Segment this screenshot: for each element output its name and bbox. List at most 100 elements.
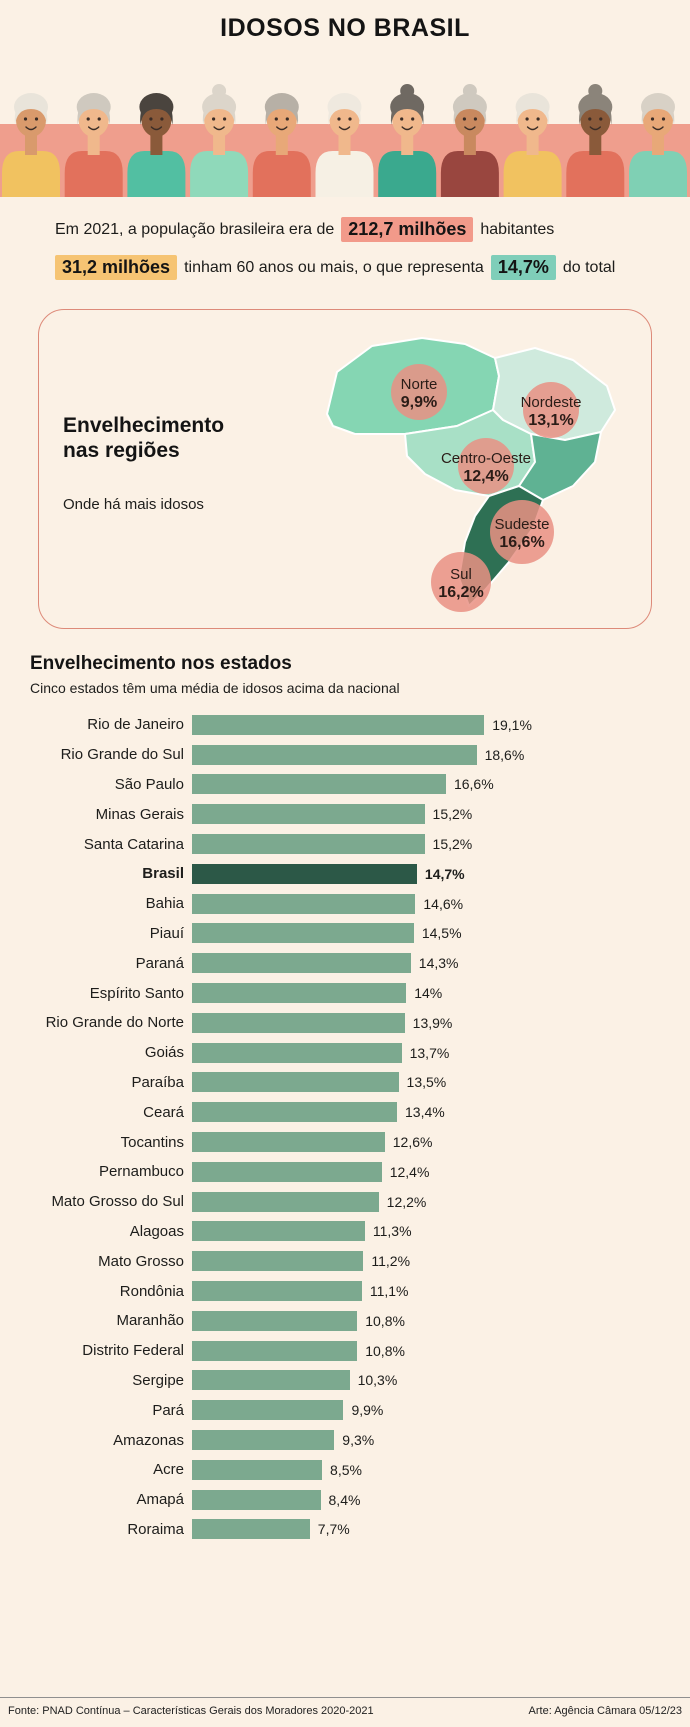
state-value: 15,2% [432, 806, 473, 823]
state-label: Mato Grosso [98, 1252, 184, 1270]
state-value: 9,3% [342, 1432, 375, 1449]
state-value: 14% [414, 985, 443, 1002]
state-bar [192, 1519, 310, 1540]
state-label: Paraná [135, 954, 184, 972]
region-name: Centro-Oeste [441, 450, 531, 467]
person-figure [252, 93, 311, 197]
state-label: Rio Grande do Norte [45, 1014, 184, 1032]
state-label: Rio de Janeiro [87, 716, 184, 734]
region-name: Nordeste [521, 394, 582, 411]
state-label: Ceará [143, 1103, 184, 1121]
state-bar [192, 1161, 382, 1182]
state-value: 14,6% [423, 895, 464, 912]
bar-row: Mato Grosso 11,2% [0, 1246, 690, 1276]
person-figure [629, 93, 687, 197]
state-bar [192, 1489, 321, 1510]
bar-row: Alagoas 11,3% [0, 1217, 690, 1247]
regions-title-line1: Envelhecimento [63, 414, 225, 437]
state-bar [192, 1400, 344, 1421]
state-label: Distrito Federal [82, 1342, 184, 1360]
person-figure [2, 93, 60, 197]
state-value: 16,6% [453, 776, 494, 793]
state-bar [192, 744, 477, 765]
elderly-count-highlight: 31,2 milhões [55, 255, 178, 280]
bar-row: Rio Grande do Norte 13,9% [0, 1008, 690, 1038]
state-bar [192, 1459, 323, 1480]
source-text: Fonte: PNAD Contínua – Características G… [8, 1705, 374, 1717]
states-bar-chart: Rio de Janeiro 19,1% Rio Grande do Sul 18,6… [0, 710, 690, 1544]
bar-row: Tocantins 12,6% [0, 1127, 690, 1157]
state-value: 14,5% [421, 925, 462, 942]
state-label: Rio Grande do Sul [60, 746, 184, 764]
state-label: Piauí [149, 924, 184, 942]
credit-text: Arte: Agência Câmara 05/12/23 [528, 1705, 682, 1717]
page-title: IDOSOS NO BRASIL [220, 14, 470, 42]
intro-line2-mid: tinham 60 anos ou mais, o que representa [184, 258, 484, 276]
person-figure [440, 84, 499, 197]
state-value: 9,9% [351, 1402, 384, 1419]
state-label: São Paulo [114, 775, 184, 793]
state-bar [192, 1221, 365, 1242]
state-value: 12,2% [386, 1193, 427, 1210]
state-bar [192, 1102, 398, 1123]
state-value: 10,3% [357, 1372, 398, 1389]
region-name: Sul [450, 566, 472, 583]
regions-box: Envelhecimento nas regiões Onde há mais … [38, 309, 652, 629]
state-bar [192, 804, 425, 825]
state-label: Pernambuco [98, 1163, 184, 1181]
region-name: Sudeste [494, 516, 549, 533]
state-label: Sergipe [132, 1371, 184, 1389]
state-value: 10,8% [365, 1312, 405, 1329]
state-bar [192, 1132, 385, 1153]
state-label: Mato Grosso do Sul [51, 1193, 184, 1211]
state-value: 13,4% [405, 1104, 445, 1121]
state-value: 13,7% [409, 1044, 450, 1061]
state-label: Tocantins [120, 1133, 184, 1151]
state-bar [192, 1370, 350, 1391]
state-label: Amapá [136, 1491, 184, 1509]
bar-row: Pernambuco 12,4% [0, 1157, 690, 1187]
state-bar [192, 714, 485, 735]
bar-row: Mato Grosso do Sul 12,2% [0, 1187, 690, 1217]
bar-row: Paraíba 13,5% [0, 1068, 690, 1098]
bar-row: Santa Catarina 15,2% [0, 829, 690, 859]
population-total-highlight: 212,7 milhões [341, 217, 474, 242]
state-value: 12,4% [389, 1163, 430, 1180]
state-bar [192, 1042, 402, 1063]
state-value: 19,1% [492, 716, 532, 733]
bar-row: São Paulo 16,6% [0, 770, 690, 800]
state-label: Alagoas [129, 1222, 184, 1240]
state-label: Amazonas [113, 1431, 184, 1449]
state-label: Santa Catarina [83, 835, 184, 853]
state-value: 11,1% [369, 1283, 409, 1300]
bar-row: Sergipe 10,3% [0, 1366, 690, 1396]
state-label: Acre [153, 1461, 184, 1479]
bar-row: Ceará 13,4% [0, 1097, 690, 1127]
state-bar [192, 1072, 399, 1093]
state-bar [192, 983, 407, 1004]
region-value: 16,6% [499, 534, 544, 551]
state-value: 14,7% [424, 865, 465, 882]
state-value: 12,6% [392, 1134, 433, 1151]
bar-row: Acre 8,5% [0, 1455, 690, 1485]
state-label: Goiás [144, 1044, 184, 1062]
bar-row: Pará 9,9% [0, 1395, 690, 1425]
bar-row: Brasil 14,7% [0, 859, 690, 889]
state-value: 18,6% [484, 746, 525, 763]
region-value: 13,1% [528, 412, 573, 429]
bar-row: Maranhão 10,8% [0, 1306, 690, 1336]
bar-row: Espírito Santo 14% [0, 978, 690, 1008]
bar-row: Piauí 14,5% [0, 919, 690, 949]
state-value: 8,5% [330, 1461, 362, 1478]
state-value: 15,2% [432, 836, 473, 853]
regions-text-block: Envelhecimento nas regiões Onde há mais … [63, 414, 224, 513]
person-figure [190, 84, 249, 197]
bar-row: Rio de Janeiro 19,1% [0, 710, 690, 740]
state-label: Pará [152, 1401, 184, 1419]
intro-line1-pre: Em 2021, a população brasileira era de [55, 220, 335, 238]
regions-title-line2: nas regiões [63, 438, 180, 462]
state-bar [192, 923, 414, 944]
